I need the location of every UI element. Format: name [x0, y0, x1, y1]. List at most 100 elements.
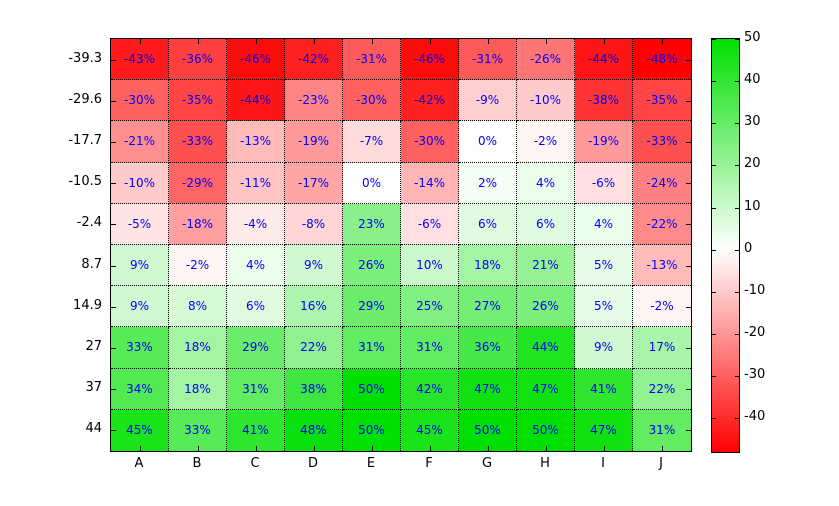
y-tick-mark-left: [111, 224, 116, 225]
x-tick-mark-bottom: [604, 446, 605, 451]
cell-value-label: -46%: [239, 52, 271, 67]
y-axis-tick-label: -29.6: [68, 92, 102, 107]
cell-value-label: -18%: [181, 216, 213, 231]
x-tick-mark-top: [372, 39, 373, 44]
cell-value-label: -19%: [587, 134, 619, 149]
heatmap-cell: -24%: [633, 162, 691, 204]
cell-value-label: -7%: [359, 134, 384, 149]
heatmap-cell: 41%: [575, 368, 633, 410]
x-axis-tick-label: D: [307, 456, 318, 471]
heatmap-cell: 17%: [633, 327, 691, 369]
cell-value-label: -2%: [533, 134, 558, 149]
colorbar-tick-label: -10: [744, 283, 766, 298]
cell-value-label: 31%: [358, 340, 385, 355]
heatmap-cell: -4%: [227, 203, 285, 245]
cell-value-label: 9%: [129, 299, 150, 314]
heatmap-cell: 5%: [575, 245, 633, 287]
x-axis-tick-label: H: [540, 456, 550, 471]
cell-value-label: -35%: [646, 93, 678, 108]
heatmap-cell: 50%: [343, 368, 401, 410]
heatmap-cell: -23%: [285, 80, 343, 122]
y-tick-mark-left: [111, 60, 116, 61]
cell-value-label: 2%: [477, 175, 498, 190]
colorbar-tick-mark-right: [735, 250, 739, 251]
cell-value-label: 6%: [245, 299, 266, 314]
cell-value-label: -31%: [355, 52, 387, 67]
colorbar-tick-mark-left: [712, 165, 716, 166]
heatmap-cell: -21%: [111, 121, 169, 163]
heatmap-cell: 0%: [343, 162, 401, 204]
x-tick-mark-top: [488, 39, 489, 44]
cell-value-label: 18%: [184, 381, 211, 396]
cell-value-label: -30%: [355, 93, 387, 108]
heatmap-cell: 21%: [517, 245, 575, 287]
heatmap-cell: 34%: [111, 368, 169, 410]
colorbar-tick-mark-left: [712, 376, 716, 377]
cell-value-label: 29%: [358, 299, 385, 314]
cell-value-label: 41%: [590, 381, 617, 396]
colorbar-tick-mark-right: [735, 376, 739, 377]
x-tick-mark-top: [546, 39, 547, 44]
colorbar-tick-label: 30: [744, 114, 761, 129]
colorbar-tick-mark-left: [712, 418, 716, 419]
heatmap-cell: 50%: [459, 409, 517, 451]
heatmap-grid: -43% -36% -46% -42% -31% -46% -31% -26% -44% -48%…: [110, 38, 692, 452]
cell-value-label: 50%: [532, 423, 559, 438]
heatmap-cell: -35%: [633, 80, 691, 122]
y-tick-mark-right: [686, 224, 691, 225]
y-tick-mark-left: [111, 307, 116, 308]
heatmap-cell: 26%: [517, 286, 575, 328]
heatmap-cell: -42%: [285, 39, 343, 81]
cell-value-label: 8%: [187, 299, 208, 314]
colorbar-tick-label: -30: [744, 367, 766, 382]
x-tick-mark-bottom: [198, 446, 199, 451]
heatmap-cell: -6%: [401, 203, 459, 245]
cell-value-label: 9%: [593, 340, 614, 355]
heatmap-cell: 9%: [111, 286, 169, 328]
y-tick-mark-left: [111, 183, 116, 184]
cell-value-label: 47%: [590, 423, 617, 438]
heatmap-cell: 9%: [575, 327, 633, 369]
heatmap-cell: -18%: [169, 203, 227, 245]
cell-value-label: 33%: [126, 340, 153, 355]
heatmap-cell: -44%: [227, 80, 285, 122]
heatmap-cell: 33%: [111, 327, 169, 369]
colorbar-tick-mark-right: [735, 81, 739, 82]
y-axis-tick-label: 37: [85, 380, 102, 395]
cell-value-label: -8%: [301, 216, 326, 231]
y-tick-mark-right: [686, 348, 691, 349]
heatmap-cell: -42%: [401, 80, 459, 122]
cell-value-label: -42%: [297, 52, 329, 67]
heatmap-cell: -2%: [633, 286, 691, 328]
x-axis-tick-label: B: [192, 456, 202, 471]
heatmap-cell: -30%: [111, 80, 169, 122]
heatmap-cell: 16%: [285, 286, 343, 328]
x-axis-tick-label: C: [250, 456, 260, 471]
heatmap-cell: 50%: [517, 409, 575, 451]
cell-value-label: -6%: [591, 175, 616, 190]
cell-value-label: -43%: [123, 52, 155, 67]
cell-value-label: 5%: [593, 258, 614, 273]
heatmap-cell: 31%: [227, 368, 285, 410]
x-tick-mark-top: [604, 39, 605, 44]
heatmap-cell: 9%: [111, 245, 169, 287]
cell-value-label: 45%: [126, 423, 153, 438]
cell-value-label: 48%: [300, 423, 327, 438]
heatmap-cell: 6%: [227, 286, 285, 328]
x-tick-mark-bottom: [140, 446, 141, 451]
x-axis-tick-label: A: [134, 456, 144, 471]
heatmap-cell: -31%: [459, 39, 517, 81]
cell-value-label: -2%: [185, 258, 210, 273]
heatmap-cell: 18%: [169, 327, 227, 369]
heatmap-cell: -6%: [575, 162, 633, 204]
heatmap-cell: 47%: [517, 368, 575, 410]
heatmap-cell: -29%: [169, 162, 227, 204]
cell-value-label: 0%: [477, 134, 498, 149]
heatmap-cell: 44%: [517, 327, 575, 369]
y-tick-mark-right: [686, 101, 691, 102]
cell-value-label: -42%: [413, 93, 445, 108]
heatmap-cell: 45%: [111, 409, 169, 451]
heatmap-cell: -26%: [517, 39, 575, 81]
colorbar-tick-mark-left: [712, 39, 716, 40]
cell-value-label: 18%: [184, 340, 211, 355]
